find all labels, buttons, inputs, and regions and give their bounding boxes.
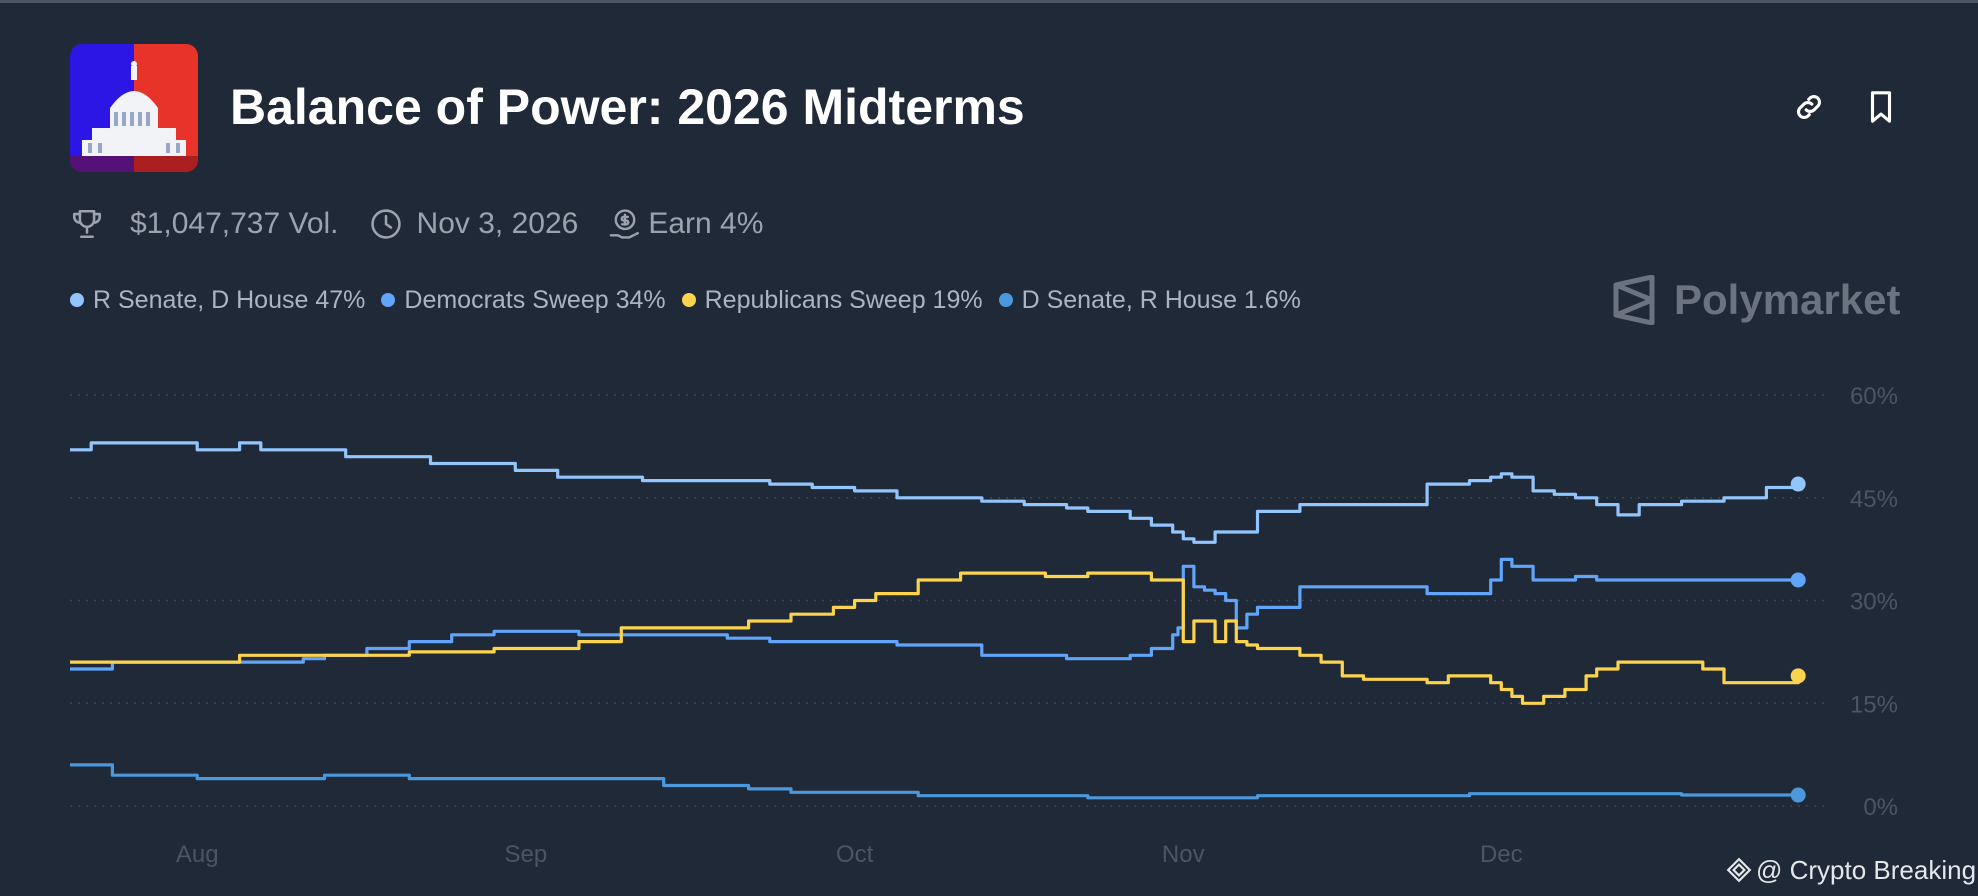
earn-icon: [608, 207, 642, 241]
chart-legend: R Senate, D House 47% Democrats Sweep 34…: [70, 284, 1317, 316]
legend-dot: [681, 293, 696, 307]
x-tick-label: Nov: [1162, 841, 1205, 868]
legend-item[interactable]: Republicans Sweep 19%: [681, 285, 983, 315]
top-border: [0, 0, 1978, 3]
series-end-dot: [1790, 476, 1806, 492]
y-tick-label: 0%: [1863, 794, 1898, 821]
polymarket-watermark: Polymarket: [1612, 270, 1900, 330]
market-header: Balance of Power: 2026 Midterms: [70, 44, 1908, 172]
series-end-dot: [1790, 787, 1806, 803]
x-tick-label: Oct: [836, 841, 874, 868]
legend-dot: [70, 293, 84, 307]
polymarket-logo-icon: [1612, 275, 1658, 325]
legend-label: Democrats Sweep 34%: [404, 285, 666, 314]
legend-label: D Senate, R House 1.6%: [1021, 285, 1301, 314]
legend-dot: [998, 293, 1013, 307]
legend-item[interactable]: D Senate, R House 1.6%: [998, 285, 1301, 315]
y-tick-label: 60%: [1850, 383, 1898, 410]
y-tick-label: 15%: [1850, 691, 1898, 718]
x-tick-label: Sep: [505, 841, 548, 868]
series-end-dot: [1790, 572, 1806, 588]
source-credit: @ Crypto Breaking: [1726, 854, 1976, 886]
legend-dot: [381, 293, 396, 307]
legend-label: R Senate, D House 47%: [93, 285, 366, 314]
credit-text: @ Crypto Breaking: [1756, 854, 1977, 885]
capitol-icon: [70, 44, 198, 172]
series-end-dot: [1790, 668, 1806, 684]
series-line: [70, 571, 1800, 705]
x-tick-label: Dec: [1480, 841, 1523, 868]
bookmark-button[interactable]: [1858, 84, 1904, 130]
clock-icon: [369, 207, 403, 241]
y-tick-label: 45%: [1850, 486, 1898, 513]
page-title: Balance of Power: 2026 Midterms: [230, 79, 1025, 135]
copy-link-button[interactable]: [1786, 84, 1832, 130]
trophy-icon: [70, 207, 104, 241]
brand-name: Polymarket: [1674, 276, 1901, 323]
end-date-text: Nov 3, 2026: [416, 207, 579, 240]
legend-item[interactable]: R Senate, D House 47%: [70, 286, 365, 315]
diamond-logo-icon: [1726, 857, 1752, 883]
bookmark-icon: [1870, 91, 1892, 123]
legend-item[interactable]: Democrats Sweep 34%: [381, 285, 666, 315]
legend-label: Republicans Sweep 19%: [704, 285, 983, 314]
market-logo: [70, 44, 198, 172]
series-line: [70, 441, 1800, 544]
market-meta: $1,047,737 Vol. Nov 3, 2026 Earn 4%: [70, 200, 793, 248]
x-tick-label: Aug: [176, 841, 219, 868]
y-tick-label: 30%: [1850, 589, 1898, 616]
earn-link[interactable]: Earn 4%: [648, 207, 764, 240]
series-line: [70, 763, 1799, 800]
volume-text: $1,047,737 Vol.: [130, 207, 339, 240]
series-line: [70, 557, 1799, 671]
link-icon: [1796, 94, 1822, 120]
